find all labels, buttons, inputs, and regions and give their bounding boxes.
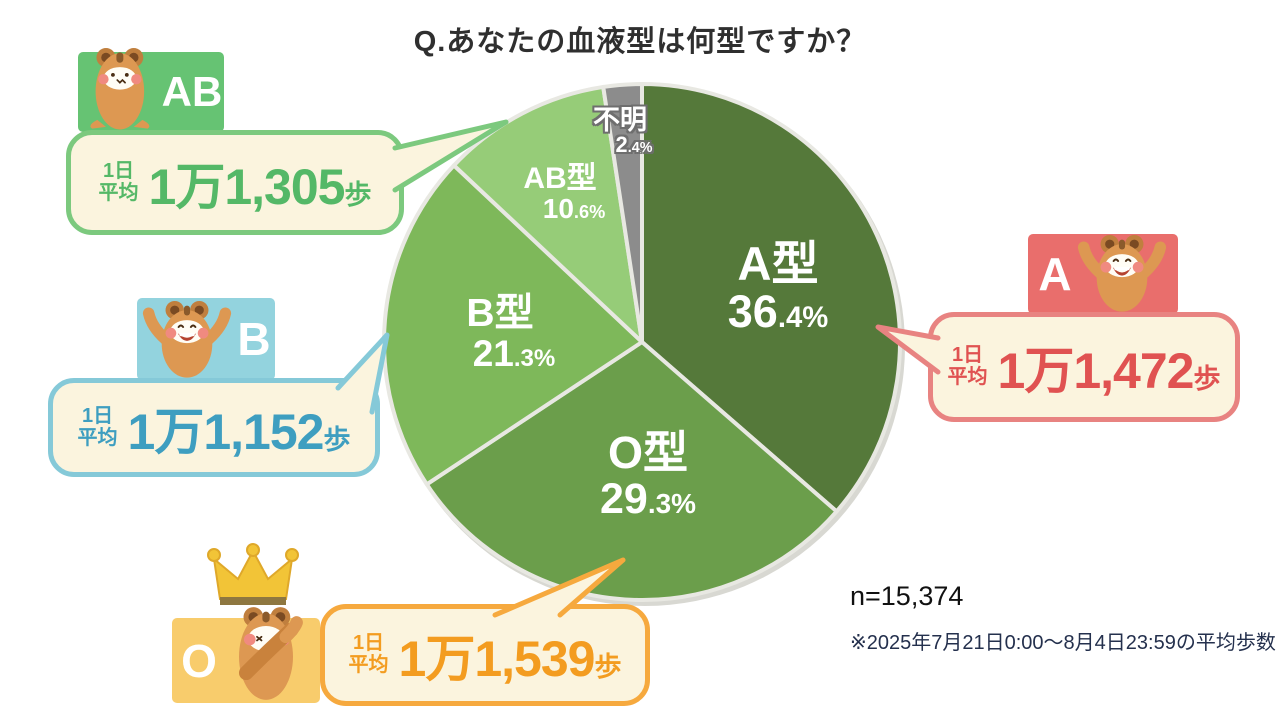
hamster-mascot-o-icon (238, 606, 303, 700)
badge-letter-b: B (237, 313, 271, 365)
pie-label-a: A型 36.4% (727, 237, 829, 337)
badge-letter-ab: AB (161, 68, 223, 115)
slice-pct-o: 29.3% (600, 474, 696, 523)
pie-slice-A型 (640, 82, 903, 514)
pie-label-b: B型 21.3% (459, 292, 555, 373)
footnote: n=15,374 ※2025年7月21日0:00〜8月4日23:59の平均歩数 (850, 581, 1276, 655)
pie-slice-B型 (382, 163, 644, 487)
slice-name-ab: AB型 (523, 162, 597, 195)
hamster-mascot-a-icon (1077, 234, 1166, 312)
bubble-b: 1日 平均 1万1,152 歩 (48, 378, 380, 477)
bubble-ab: 1日 平均 1万1,305 歩 (66, 130, 404, 235)
avg-label-b: 1日 平均 (77, 404, 118, 449)
steps-value-a: 1万1,472 歩 (997, 343, 1221, 399)
hamster-mascot-b-icon (143, 300, 232, 378)
avg-label-ab: 1日 平均 (98, 159, 139, 204)
steps-value-o: 1万1,539 歩 (398, 631, 622, 687)
bubble-a: 1日 平均 1万1,472 歩 (928, 312, 1240, 422)
pie-label-ab: AB型 10.6% (523, 162, 605, 223)
slice-name-b: B型 (466, 292, 534, 335)
slice-name-a: A型 (737, 237, 819, 290)
crown-icon (207, 543, 299, 605)
avg-label-a: 1日 平均 (947, 344, 988, 388)
bubble-o: 1日 平均 1万1,539 歩 (320, 604, 650, 706)
slice-pct-b: 21.3% (472, 332, 556, 374)
badge-letter-a: A (1038, 248, 1072, 300)
avg-label-o: 1日 平均 (348, 632, 389, 676)
badge-b: B (137, 298, 275, 380)
survey-period-note: ※2025年7月21日0:00〜8月4日23:59の平均歩数 (850, 632, 1276, 654)
sample-size: n=15,374 (850, 581, 964, 611)
pie-label-o: O型 29.3% (600, 427, 696, 523)
steps-value-ab: 1万1,305 歩 (148, 158, 372, 215)
badge-letter-o: O (181, 634, 217, 687)
slice-pct-a: 36.4% (727, 285, 829, 337)
slice-pct-unknown: 2.4% (615, 132, 653, 158)
badge-a: A (1028, 234, 1178, 314)
slice-name-unknown: 不明 (593, 105, 647, 135)
slice-pct-ab: 10.6% (542, 193, 606, 225)
chart-title: Q.あなたの血液型は何型ですか？ (413, 26, 867, 58)
steps-value-b: 1万1,152 歩 (127, 403, 351, 460)
hamster-mascot-ab-icon (90, 48, 149, 130)
badge-o: O (172, 606, 320, 703)
slice-name-o: O型 (607, 427, 689, 478)
badge-ab: AB (78, 48, 224, 132)
pie-slice-不明 (601, 82, 644, 344)
pie-label-unknown: 不明 2.4% (593, 105, 652, 157)
